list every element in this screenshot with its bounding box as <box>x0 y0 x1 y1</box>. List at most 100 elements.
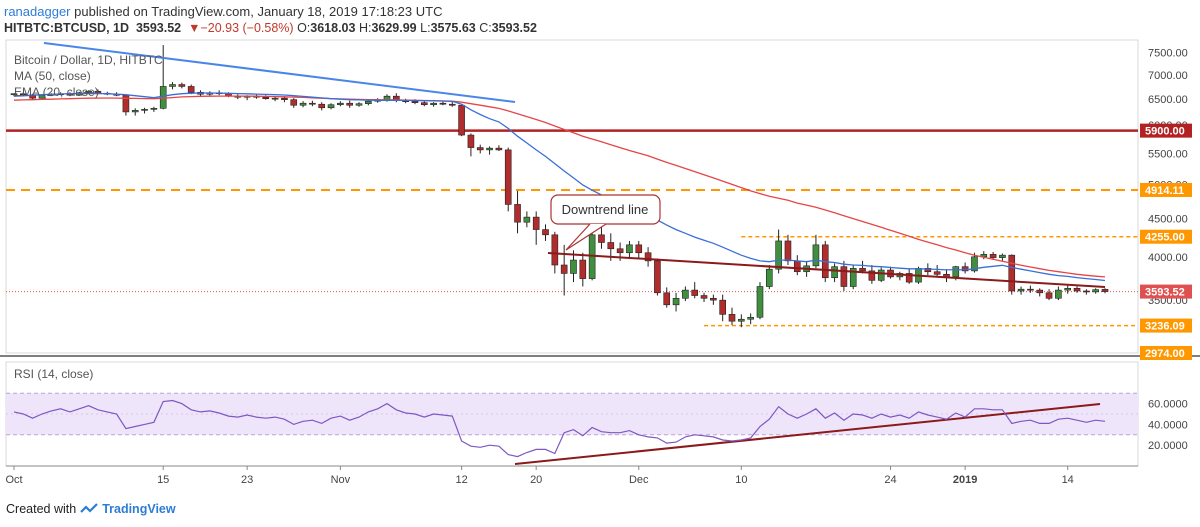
high-label: H: <box>358 21 372 35</box>
candle-body <box>10 93 18 96</box>
candle-body <box>467 134 475 148</box>
candle-body <box>262 96 270 99</box>
ma50-line <box>13 95 1106 278</box>
x-tick-label: 24 <box>884 474 896 486</box>
ohlc-bar: HITBTC:BTCUSD, 1D 3593.52 ▼−20.93 (−0.58… <box>4 21 537 35</box>
candle-body <box>309 102 316 105</box>
author-link[interactable]: ranadagger <box>4 4 71 19</box>
candle-body <box>812 244 820 267</box>
candle-body <box>719 299 726 315</box>
candle-body <box>85 90 92 94</box>
candle-body <box>654 260 661 294</box>
high-value: 3629.99 <box>371 21 417 35</box>
candle-body <box>486 147 493 151</box>
candle-body <box>626 244 633 254</box>
candle-body <box>551 234 559 266</box>
tradingview-logo-icon <box>80 503 98 513</box>
x-tick-label: Oct <box>5 474 22 486</box>
candle-body <box>644 252 652 262</box>
candle-body <box>1008 254 1016 292</box>
candle-body <box>672 297 680 306</box>
candle-body <box>458 104 465 136</box>
publish-text: published on TradingView.com, January 18… <box>74 4 443 19</box>
candle-body <box>1036 289 1044 294</box>
created-with-text: Created with <box>6 502 77 516</box>
candle-body <box>355 103 363 106</box>
callout-text: Downtrend line <box>562 202 649 217</box>
downtrend-line <box>547 252 1106 288</box>
level-label: 2974.00 <box>1145 348 1185 360</box>
legend-ema: EMA (20, close) <box>14 85 99 99</box>
candle-body <box>607 242 615 250</box>
candle-body <box>20 93 27 96</box>
candle-body <box>560 264 568 274</box>
candle-body <box>728 314 736 322</box>
price-tick: 4000.00 <box>1148 252 1188 264</box>
candle-body <box>756 286 764 318</box>
candle-body <box>877 269 885 281</box>
level-label: 5900.00 <box>1145 126 1185 138</box>
candle-body <box>840 266 848 287</box>
price-tick: 4500.00 <box>1148 214 1188 226</box>
low-label: L: <box>420 21 431 35</box>
candle-body <box>616 248 624 254</box>
candle-body <box>1101 289 1109 292</box>
symbol-label: HITBTC:BTCUSD, 1D <box>4 21 129 35</box>
rsi-tick: 60.0000 <box>1148 399 1188 411</box>
candle-body <box>1092 289 1099 293</box>
candle-body <box>420 102 428 106</box>
candle-body <box>131 110 139 113</box>
low-value: 3575.63 <box>430 21 476 35</box>
candle-body <box>784 240 792 262</box>
candle-body <box>868 270 876 281</box>
candle-body <box>859 268 866 272</box>
price-tick: 7000.00 <box>1148 70 1188 82</box>
level-label: 4914.11 <box>1145 185 1184 197</box>
candle-body <box>542 229 549 236</box>
footer: Created with TradingView <box>6 502 176 516</box>
candle-body <box>365 100 372 105</box>
candle-body <box>169 84 176 87</box>
candle-body <box>691 289 699 296</box>
candle-body <box>952 266 960 278</box>
candle-body <box>1064 287 1072 291</box>
candle-body <box>710 297 717 301</box>
candle-body <box>178 84 186 87</box>
candle-body <box>439 102 447 105</box>
candle-body <box>141 109 148 111</box>
candle-body <box>738 318 745 322</box>
tradingview-brand[interactable]: TradingView <box>102 502 176 516</box>
candle-body <box>793 260 801 273</box>
candle-body <box>682 289 689 299</box>
candle-body <box>504 149 512 205</box>
chart-legend: Bitcoin / Dollar, 1D, HITBTC MA (50, clo… <box>14 52 163 100</box>
level-label-bg <box>1140 229 1192 244</box>
rsi-line <box>13 399 1106 458</box>
callout-pointer <box>565 223 607 251</box>
close-value: 3593.52 <box>491 21 537 35</box>
candle-body <box>448 103 456 106</box>
change-value: ▼−20.93 (−0.58%) <box>188 21 294 35</box>
candle-body <box>635 244 643 254</box>
legend-ma: MA (50, close) <box>14 69 91 83</box>
rsi-trend-line <box>514 403 1101 465</box>
candle-body <box>1055 289 1062 299</box>
candle-body <box>318 103 326 109</box>
candle-body <box>747 316 754 320</box>
candle-body <box>337 102 344 106</box>
candle-body <box>775 240 782 270</box>
candle-body <box>961 266 969 272</box>
last-price: 3593.52 <box>135 21 182 35</box>
close-label: C: <box>479 21 492 35</box>
candle-body <box>905 273 913 283</box>
x-tick-label: 15 <box>157 474 169 486</box>
candle-body <box>831 266 838 279</box>
candle-body <box>532 216 540 230</box>
candle-body <box>1045 292 1053 299</box>
candle-body <box>971 256 978 272</box>
level-label-bg <box>1140 318 1192 333</box>
price-tick: 7500.00 <box>1148 48 1188 60</box>
candle-body <box>933 271 941 275</box>
x-tick-label: Dec <box>629 474 649 486</box>
